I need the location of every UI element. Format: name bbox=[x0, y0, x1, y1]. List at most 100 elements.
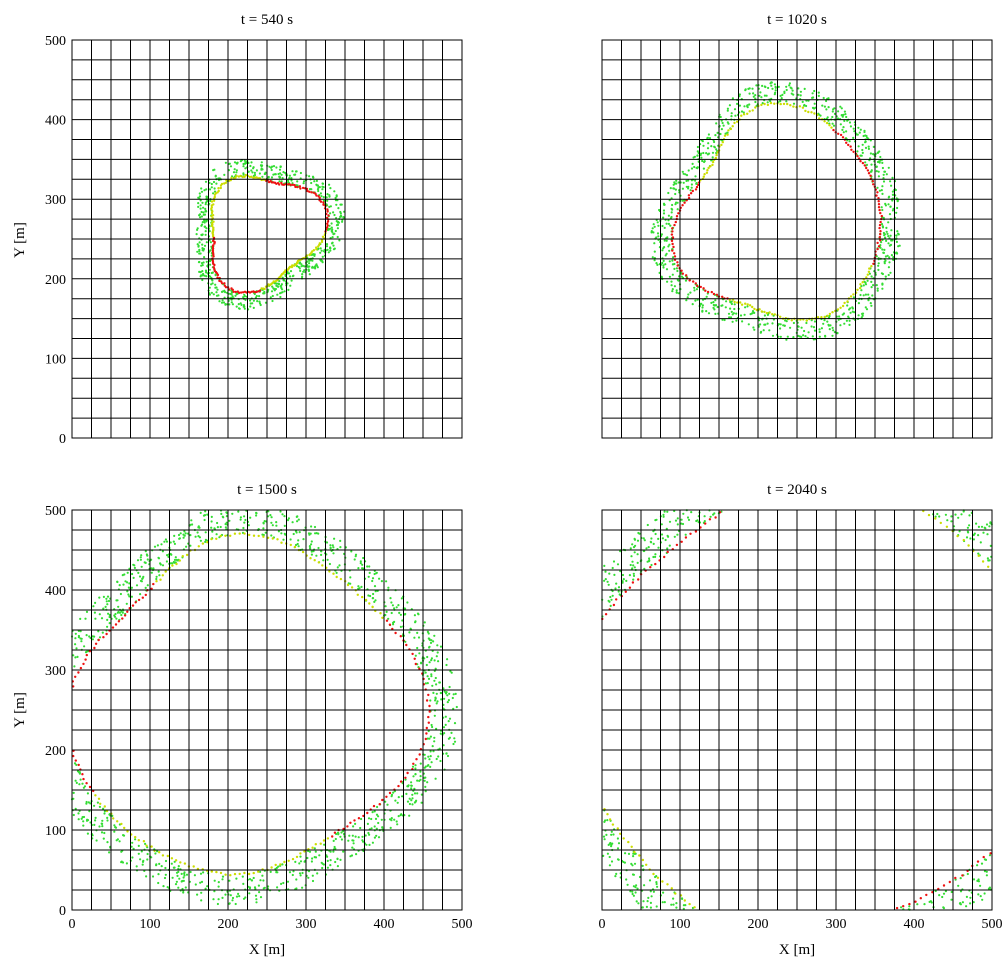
fire-front-point bbox=[418, 753, 421, 756]
fire-front-point bbox=[948, 880, 951, 884]
fuel-point bbox=[361, 835, 364, 838]
fuel-point bbox=[204, 538, 207, 542]
fuel-point bbox=[270, 176, 274, 179]
fuel-point bbox=[715, 122, 718, 125]
fuel-point bbox=[120, 610, 123, 613]
fuel-point bbox=[690, 510, 693, 514]
fuel-point bbox=[711, 151, 715, 154]
fuel-point bbox=[228, 303, 231, 306]
fire-front-point bbox=[231, 288, 234, 291]
fuel-point bbox=[883, 260, 886, 263]
fuel-point bbox=[307, 876, 310, 879]
fuel-point bbox=[205, 241, 208, 244]
fuel-point bbox=[888, 261, 891, 264]
fuel-point bbox=[310, 525, 313, 528]
fuel-point bbox=[916, 903, 919, 906]
fuel-point bbox=[249, 302, 252, 305]
fuel-point bbox=[118, 840, 121, 843]
fuel-point bbox=[113, 824, 116, 827]
fuel-point bbox=[866, 136, 869, 139]
fuel-point bbox=[313, 847, 316, 850]
fuel-point bbox=[217, 885, 220, 888]
fuel-point bbox=[384, 605, 387, 608]
fuel-point bbox=[91, 635, 94, 638]
fuel-point bbox=[877, 175, 881, 178]
fuel-point bbox=[612, 560, 616, 563]
fuel-point bbox=[197, 205, 200, 208]
fire-front-point bbox=[379, 612, 382, 615]
fuel-point bbox=[860, 154, 863, 157]
fuel-point bbox=[707, 312, 711, 315]
fuel-point bbox=[654, 555, 657, 559]
fire-front-point bbox=[723, 134, 727, 137]
fuel-point bbox=[389, 826, 392, 830]
fire-front-point bbox=[301, 186, 305, 190]
y-tick-label: 300 bbox=[45, 664, 66, 679]
fire-front-point bbox=[753, 307, 756, 311]
fuel-point bbox=[215, 286, 218, 289]
fuel-point bbox=[92, 605, 95, 608]
fire-front-point bbox=[134, 835, 137, 839]
fuel-point bbox=[676, 269, 679, 273]
fuel-point bbox=[82, 815, 86, 819]
fuel-point bbox=[157, 570, 160, 573]
fuel-point bbox=[277, 530, 280, 533]
fuel-point bbox=[779, 100, 782, 103]
fuel-point bbox=[641, 906, 644, 909]
fire-front-point bbox=[859, 160, 862, 163]
fuel-point bbox=[738, 104, 742, 107]
fire-front-point bbox=[879, 230, 882, 233]
fuel-point bbox=[82, 820, 85, 823]
fire-front-point bbox=[748, 110, 751, 113]
fuel-point bbox=[891, 199, 894, 202]
fire-front-point bbox=[320, 239, 324, 242]
fuel-point bbox=[74, 643, 77, 646]
fuel-point bbox=[329, 859, 332, 862]
fuel-point bbox=[880, 223, 884, 226]
fire-front-point bbox=[321, 564, 324, 567]
fire-front-point bbox=[861, 281, 864, 284]
fuel-point bbox=[276, 293, 279, 296]
fire-front-point bbox=[676, 261, 679, 264]
fuel-point bbox=[137, 571, 140, 575]
fuel-point bbox=[667, 245, 670, 248]
fuel-point bbox=[320, 550, 323, 553]
fire-front-point bbox=[715, 153, 718, 157]
fuel-point bbox=[723, 318, 726, 322]
fuel-point bbox=[870, 163, 873, 166]
fuel-point bbox=[86, 832, 89, 835]
fuel-point bbox=[177, 533, 181, 537]
fuel-point bbox=[258, 302, 262, 305]
fuel-point bbox=[827, 106, 830, 109]
fuel-point bbox=[785, 100, 788, 103]
fuel-point bbox=[887, 266, 891, 269]
fuel-point bbox=[196, 893, 199, 896]
fuel-point bbox=[328, 224, 331, 227]
fuel-point bbox=[387, 586, 390, 589]
fuel-point bbox=[244, 167, 247, 170]
fire-front-point bbox=[210, 207, 213, 211]
fuel-point bbox=[237, 510, 240, 513]
fuel-point bbox=[328, 183, 331, 186]
fuel-point bbox=[258, 295, 261, 298]
fuel-point bbox=[633, 566, 636, 569]
fuel-point bbox=[866, 279, 869, 282]
fuel-point bbox=[200, 215, 203, 218]
fuel-point bbox=[683, 199, 687, 202]
fuel-point bbox=[842, 126, 845, 129]
fire-front-point bbox=[649, 566, 652, 569]
fuel-point bbox=[827, 119, 830, 122]
fuel-point bbox=[853, 130, 856, 133]
fuel-point bbox=[114, 612, 117, 616]
fire-front-point bbox=[388, 791, 392, 795]
fuel-point bbox=[205, 271, 208, 274]
fuel-point bbox=[983, 892, 986, 895]
fuel-point bbox=[701, 304, 705, 307]
fire-front-point bbox=[742, 113, 746, 116]
fuel-point bbox=[127, 586, 130, 589]
fuel-point bbox=[261, 168, 264, 171]
fuel-point bbox=[895, 211, 898, 214]
fuel-point bbox=[802, 334, 805, 337]
fuel-point bbox=[342, 850, 345, 853]
